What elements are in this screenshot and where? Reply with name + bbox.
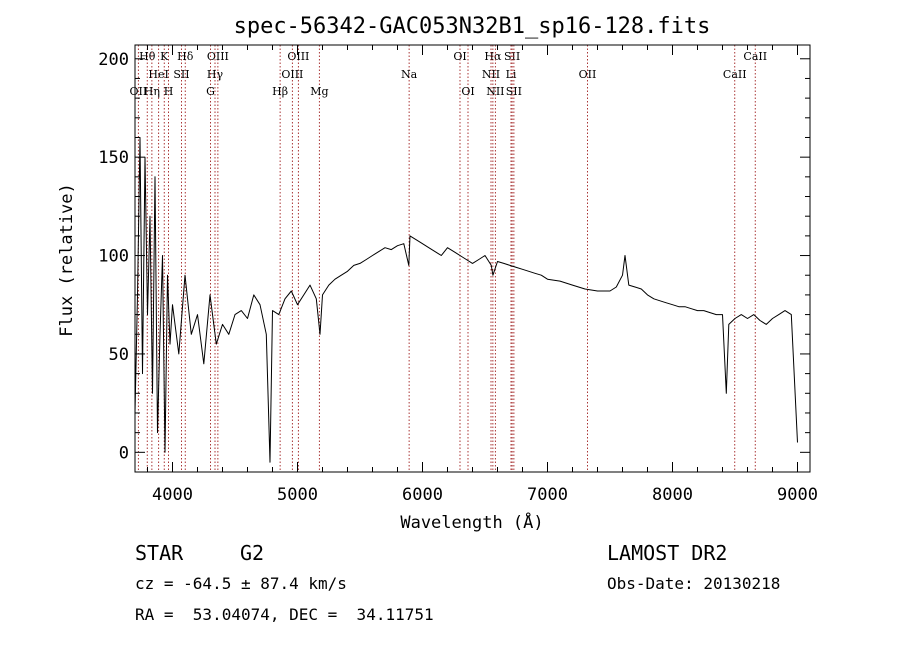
x-axis-label: Wavelength (Å) <box>400 511 543 533</box>
spectral-line-label: OII <box>579 68 597 81</box>
y-tick-label: 200 <box>98 50 129 70</box>
spectral-line-label: Hθ <box>139 50 156 63</box>
plot-frame <box>134 44 811 473</box>
y-tick-label: 50 <box>109 345 129 365</box>
spectral-line-label: HeI <box>148 68 168 81</box>
spectral-line-label: Hη <box>144 85 160 98</box>
object-subclass: G2 <box>240 541 265 565</box>
spectral-line-label: SII <box>504 50 520 63</box>
spectral-line-label: K <box>160 50 169 63</box>
spectral-line-label: SII <box>506 85 522 98</box>
spectral-line-label: CaII <box>743 50 767 63</box>
spectral-line-label: NII <box>486 85 504 98</box>
spectral-line-label: Hα <box>484 50 502 63</box>
spectral-line-label: Na <box>401 68 418 81</box>
spectral-line-label: OII <box>130 85 148 98</box>
spectral-line-label: G <box>206 85 215 98</box>
x-tick-label: 4000 <box>152 485 193 505</box>
chart-title: spec-56342-GAC053N32B1_sp16-128.fits <box>234 14 711 39</box>
x-tick-label: 6000 <box>402 485 443 505</box>
observation-date: Obs-Date: 20130218 <box>607 574 781 593</box>
spectral-line-label: H <box>164 85 174 98</box>
spectral-line-label: OI <box>461 85 474 98</box>
spectral-line-label: OIII <box>287 50 309 63</box>
spectral-line-label: CaII <box>723 68 747 81</box>
spectral-line-label: Hβ <box>272 85 288 98</box>
spectral-line-label: OIII <box>207 50 229 63</box>
spectral-line-label: Hγ <box>207 68 224 81</box>
x-tick-label: 9000 <box>777 485 818 505</box>
x-tick-label: 5000 <box>277 485 318 505</box>
x-tick-label: 7000 <box>527 485 568 505</box>
object-class: STAR <box>135 541 184 565</box>
spectral-line-label: Li <box>506 68 517 81</box>
spectrum-series <box>134 137 798 463</box>
spectrum-series-line <box>134 137 798 463</box>
spectral-line-label: Mg <box>310 85 328 98</box>
y-tick-label: 100 <box>98 247 129 267</box>
x-axis: 4000 5000 6000 7000 8000 9000 <box>147 45 818 505</box>
x-tick-label: 8000 <box>652 485 693 505</box>
y-axis-label: Flux (relative) <box>57 183 77 337</box>
y-tick-label: 0 <box>119 443 129 463</box>
redshift-velocity: cz = -64.5 ± 87.4 km/s <box>135 574 347 593</box>
spectral-line-label: Hδ <box>177 50 194 63</box>
sky-coordinates: RA = 53.04074, DEC = 34.11751 <box>135 605 434 624</box>
survey-name: LAMOST DR2 <box>607 541 728 565</box>
spectral-line-label: SII <box>173 68 189 81</box>
spectral-line-label: OIII <box>281 68 303 81</box>
spectral-line-label: NII <box>482 68 500 81</box>
y-tick-label: 150 <box>98 148 129 168</box>
spectral-line-label: OI <box>453 50 466 63</box>
y-axis: 0 50 100 150 200 <box>98 50 810 463</box>
